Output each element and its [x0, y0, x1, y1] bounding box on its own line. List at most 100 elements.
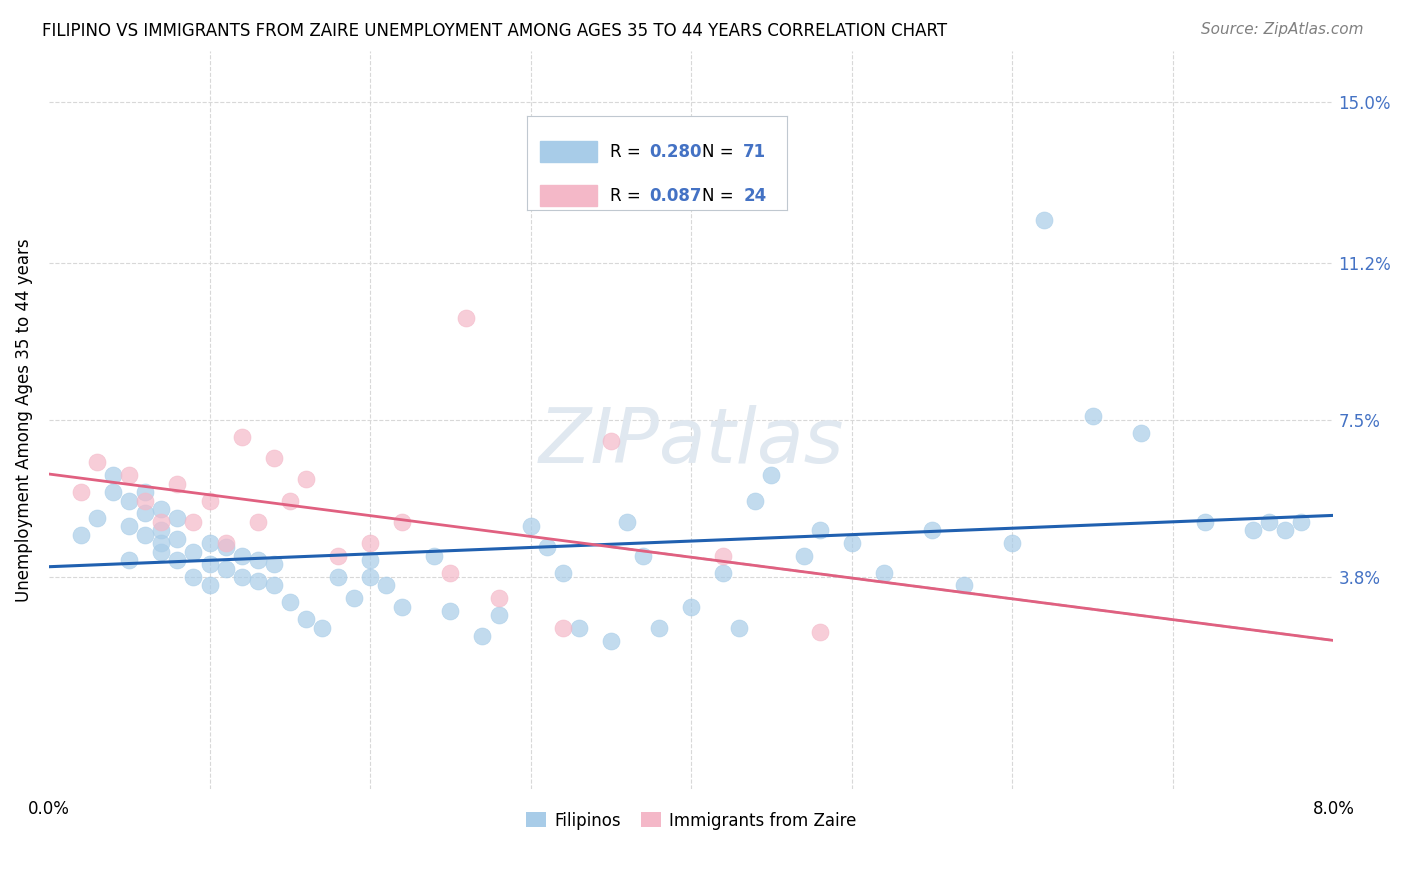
Point [568, 621, 591, 635]
Point [1274, 524, 1296, 538]
Point [166, 476, 188, 491]
Point [488, 591, 510, 606]
Point [1258, 515, 1281, 529]
Point [326, 570, 349, 584]
Point [246, 574, 269, 589]
Point [1001, 536, 1024, 550]
Point [295, 472, 318, 486]
Point [1241, 524, 1264, 538]
Point [873, 566, 896, 580]
Point [359, 570, 381, 584]
Point [118, 553, 141, 567]
Point [134, 493, 156, 508]
Point [681, 599, 703, 614]
Point [599, 434, 621, 449]
Point [214, 561, 236, 575]
Point [456, 311, 478, 326]
Point [150, 515, 173, 529]
Text: Source: ZipAtlas.com: Source: ZipAtlas.com [1201, 22, 1364, 37]
Point [599, 633, 621, 648]
Point [246, 515, 269, 529]
Bar [540, 186, 598, 206]
Text: 71: 71 [744, 143, 766, 161]
Point [134, 527, 156, 541]
Point [359, 553, 381, 567]
Point [1033, 213, 1056, 227]
Point [278, 595, 301, 609]
Text: R =: R = [610, 143, 647, 161]
Point [166, 510, 188, 524]
Point [423, 549, 446, 563]
Point [1194, 515, 1216, 529]
Point [375, 578, 398, 592]
Point [231, 570, 253, 584]
Point [311, 621, 333, 635]
Point [359, 536, 381, 550]
Point [278, 493, 301, 508]
Text: N =: N = [702, 143, 738, 161]
Legend: Filipinos, Immigrants from Zaire: Filipinos, Immigrants from Zaire [519, 805, 863, 837]
Text: 8.0%: 8.0% [1312, 800, 1354, 818]
Point [134, 485, 156, 500]
Point [343, 591, 366, 606]
Point [150, 502, 173, 516]
Point [150, 524, 173, 538]
Text: 0.280: 0.280 [650, 143, 702, 161]
Point [551, 621, 574, 635]
Point [808, 625, 831, 640]
Point [744, 493, 766, 508]
Point [728, 621, 751, 635]
Point [198, 493, 221, 508]
Point [536, 541, 558, 555]
Point [551, 566, 574, 580]
Point [198, 578, 221, 592]
Text: ZIPatlas: ZIPatlas [538, 405, 844, 479]
Point [134, 506, 156, 520]
Point [921, 524, 943, 538]
Point [103, 485, 125, 500]
Point [118, 519, 141, 533]
Bar [540, 141, 598, 161]
Point [86, 510, 108, 524]
Point [150, 536, 173, 550]
Text: R =: R = [610, 186, 647, 204]
Point [70, 485, 93, 500]
Point [263, 558, 285, 572]
Point [118, 493, 141, 508]
Point [711, 549, 734, 563]
Point [214, 536, 236, 550]
Point [391, 599, 413, 614]
Point [198, 536, 221, 550]
Point [631, 549, 654, 563]
Point [1291, 515, 1313, 529]
Point [198, 558, 221, 572]
Point [616, 515, 638, 529]
Point [295, 612, 318, 626]
Point [263, 578, 285, 592]
Point [1129, 425, 1152, 440]
Point [793, 549, 815, 563]
Point [711, 566, 734, 580]
Point [150, 544, 173, 558]
Point [166, 532, 188, 546]
Point [183, 515, 205, 529]
Point [183, 544, 205, 558]
Point [103, 468, 125, 483]
Point [326, 549, 349, 563]
Y-axis label: Unemployment Among Ages 35 to 44 years: Unemployment Among Ages 35 to 44 years [15, 238, 32, 602]
Text: 24: 24 [744, 186, 766, 204]
Point [70, 527, 93, 541]
Point [761, 468, 783, 483]
Text: FILIPINO VS IMMIGRANTS FROM ZAIRE UNEMPLOYMENT AMONG AGES 35 TO 44 YEARS CORRELA: FILIPINO VS IMMIGRANTS FROM ZAIRE UNEMPL… [42, 22, 948, 40]
Point [263, 451, 285, 466]
Point [118, 468, 141, 483]
Text: N =: N = [702, 186, 738, 204]
Point [166, 553, 188, 567]
Point [841, 536, 863, 550]
Point [183, 570, 205, 584]
Point [214, 541, 236, 555]
Point [488, 608, 510, 623]
Point [471, 629, 494, 643]
Text: 0.0%: 0.0% [28, 800, 70, 818]
Point [246, 553, 269, 567]
